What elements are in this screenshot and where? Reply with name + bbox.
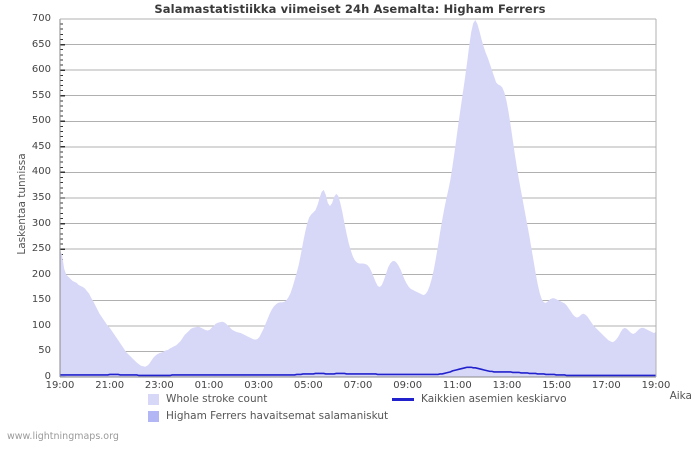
x-tick-label: 01:00 <box>194 380 224 391</box>
x-tick-label: 11:00 <box>442 380 472 391</box>
axis-frame <box>59 18 657 378</box>
x-tick-label: 09:00 <box>393 380 423 391</box>
footer-url: www.lightningmaps.org <box>7 431 119 442</box>
chart-legend: Whole stroke count Higham Ferrers havait… <box>0 392 700 426</box>
y-tick-label: 0 <box>44 371 51 382</box>
y-tick-label: 600 <box>31 64 51 76</box>
chart-title: Salamastatistiikka viimeiset 24h Asemalt… <box>154 2 546 16</box>
x-tick-label: 19:00 <box>45 380 75 391</box>
legend-label-average: Kaikkien asemien keskiarvo <box>421 393 567 405</box>
y-tick-label: 200 <box>31 268 51 280</box>
legend-label-station-strokes: Higham Ferrers havaitsemat salamaniskut <box>166 410 389 422</box>
y-tick-label: 700 <box>31 13 51 24</box>
x-axis-title: Aika <box>669 390 692 402</box>
y-tick-label: 400 <box>31 166 51 178</box>
y-tick-label: 550 <box>31 89 51 101</box>
legend-swatch-station-strokes <box>148 411 159 422</box>
series-area-whole-stroke-count <box>60 20 656 378</box>
y-tick-label: 350 <box>31 192 51 203</box>
y-tick-label: 650 <box>31 38 51 50</box>
x-tick-label: 07:00 <box>343 380 373 391</box>
x-tick-label: 19:00 <box>641 380 671 391</box>
y-tick-label: 250 <box>31 243 51 255</box>
series-line-average <box>60 366 656 377</box>
x-tick-label: 21:00 <box>95 380 125 391</box>
y-tick-label: 450 <box>31 140 51 152</box>
x-tick-label: 17:00 <box>591 380 621 391</box>
x-tick-label: 13:00 <box>492 380 522 391</box>
x-tick-label: 03:00 <box>244 380 274 391</box>
x-tick-label: 23:00 <box>144 380 174 391</box>
legend-label-whole-stroke-count: Whole stroke count <box>166 393 268 405</box>
y-tick-label: 100 <box>31 319 51 331</box>
y-tick-label: 50 <box>38 345 51 357</box>
y-tick-label: 500 <box>31 115 51 127</box>
legend-line-average <box>392 398 414 401</box>
x-tick-label: 05:00 <box>293 380 323 391</box>
x-tick-label: 15:00 <box>542 380 572 391</box>
legend-swatch-whole-stroke-count <box>148 394 159 405</box>
y-tick-label: 300 <box>31 217 51 229</box>
y-tick-label: 150 <box>31 294 51 306</box>
